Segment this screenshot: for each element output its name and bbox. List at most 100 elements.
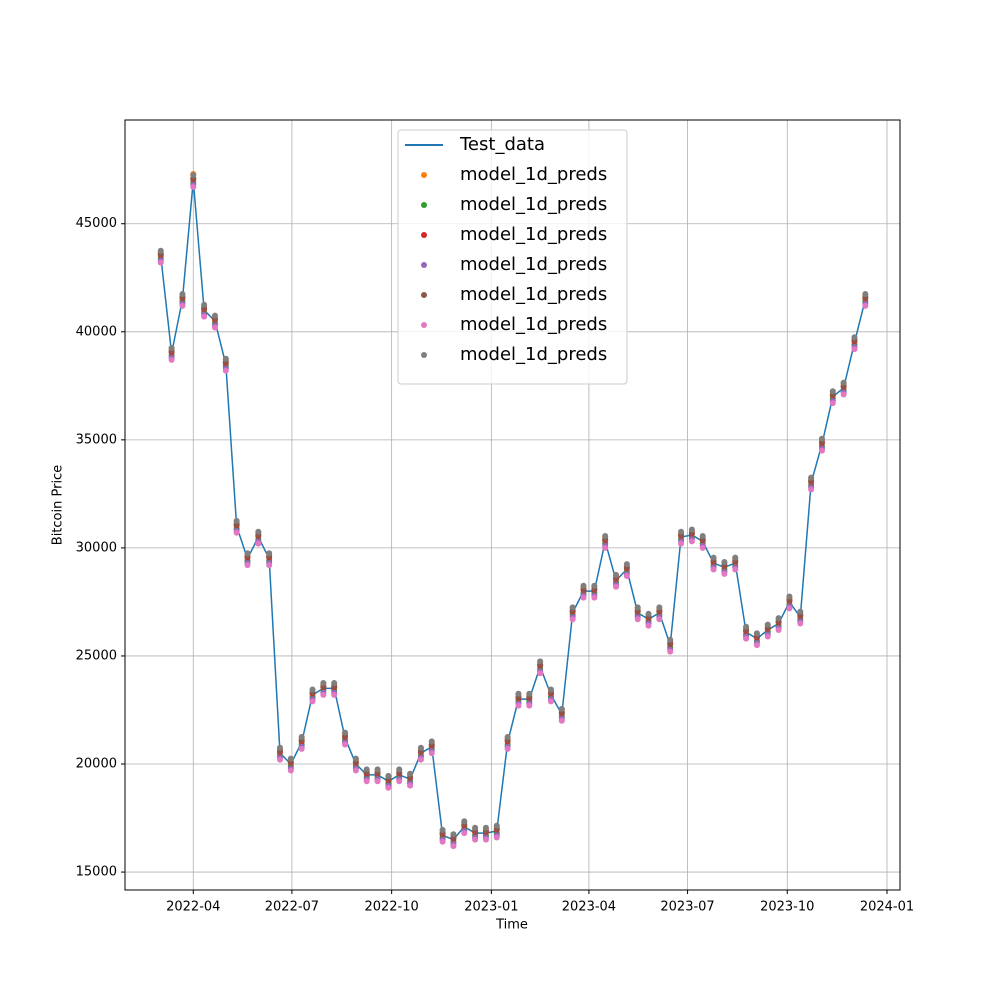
data-point	[591, 582, 598, 589]
data-point	[797, 608, 804, 615]
x-tick-label: 2024-01	[860, 900, 914, 915]
data-point	[623, 561, 630, 568]
data-point	[211, 324, 218, 331]
data-point	[721, 570, 728, 577]
data-point	[786, 605, 793, 612]
grid	[125, 120, 900, 890]
y-axis-label: Bitcoin Price	[51, 465, 66, 545]
data-point	[396, 766, 403, 773]
data-point	[808, 486, 815, 493]
data-point	[309, 686, 316, 693]
data-point	[786, 593, 793, 600]
data-point	[753, 642, 760, 649]
data-point	[862, 290, 869, 297]
y-tick-label: 20000	[76, 757, 117, 772]
data-point	[732, 566, 739, 573]
y-tick-label: 15000	[76, 865, 117, 880]
data-point	[515, 702, 522, 709]
data-point	[385, 772, 392, 779]
data-point	[688, 526, 695, 533]
data-point	[342, 741, 349, 748]
data-point	[461, 830, 468, 837]
data-point	[244, 562, 251, 569]
data-point	[374, 778, 381, 785]
data-point	[428, 738, 435, 745]
data-point	[808, 474, 815, 481]
data-point	[569, 616, 576, 623]
data-point	[298, 745, 305, 752]
x-tick-label: 2022-07	[265, 900, 319, 915]
data-point	[461, 818, 468, 825]
data-point	[298, 733, 305, 740]
data-point	[493, 822, 500, 829]
data-point	[688, 538, 695, 545]
data-point	[320, 691, 327, 698]
data-point	[537, 670, 544, 677]
data-point	[645, 610, 652, 617]
data-point	[504, 733, 511, 740]
data-point	[829, 388, 836, 395]
data-point	[277, 756, 283, 763]
data-point	[558, 717, 565, 724]
legend-swatch	[421, 292, 427, 298]
data-point	[266, 562, 273, 569]
data-point	[331, 691, 338, 698]
data-point	[547, 686, 554, 693]
data-point	[385, 784, 392, 791]
data-point	[558, 705, 565, 712]
legend-swatch	[421, 232, 427, 238]
data-point	[439, 838, 446, 845]
data-point	[732, 554, 739, 561]
data-point	[797, 620, 804, 627]
data-point	[417, 756, 424, 763]
data-point	[407, 782, 414, 789]
data-point	[743, 623, 750, 630]
data-point	[179, 302, 186, 309]
data-point	[211, 312, 218, 319]
y-tick-label: 45000	[76, 216, 117, 231]
legend-label: Test_data	[459, 134, 545, 155]
data-point	[352, 755, 359, 762]
data-point	[851, 346, 858, 353]
data-point	[504, 745, 511, 752]
data-point	[764, 621, 771, 628]
data-point	[710, 554, 717, 561]
data-point	[569, 604, 576, 611]
y-tick-label: 40000	[76, 324, 117, 339]
data-point	[537, 658, 544, 665]
legend-label: model_1d_preds	[460, 284, 607, 305]
data-point	[840, 379, 847, 386]
x-tick-label: 2023-01	[464, 900, 518, 915]
data-point	[266, 550, 273, 557]
data-point	[526, 690, 533, 697]
legend-label: model_1d_preds	[460, 194, 607, 215]
legend-label: model_1d_preds	[460, 314, 607, 335]
y-tick-label: 35000	[76, 432, 117, 447]
data-point	[417, 744, 424, 751]
data-point	[840, 391, 847, 398]
data-point	[287, 755, 294, 762]
data-point	[439, 826, 446, 833]
data-point	[829, 400, 836, 407]
data-point	[699, 544, 706, 551]
data-point	[678, 540, 685, 547]
legend-swatch	[421, 202, 427, 208]
x-tick-label: 2022-10	[364, 900, 418, 915]
legend-box	[397, 129, 628, 385]
ticks: 15000 20000 25000 30000 35000 40000 45000 2022-…	[76, 216, 915, 914]
data-point	[580, 594, 587, 601]
legend-label: model_1d_preds	[460, 224, 607, 245]
data-point	[602, 533, 609, 540]
data-point	[428, 750, 435, 757]
data-point	[515, 690, 522, 697]
data-point	[613, 583, 620, 590]
data-point	[721, 558, 728, 565]
y-tick-label: 25000	[76, 648, 117, 663]
y-tick-label: 30000	[76, 540, 117, 555]
data-point	[753, 630, 760, 637]
data-point	[331, 679, 338, 686]
legend-label: model_1d_preds	[460, 254, 607, 275]
legend-swatch	[421, 352, 427, 358]
data-point	[862, 302, 869, 309]
